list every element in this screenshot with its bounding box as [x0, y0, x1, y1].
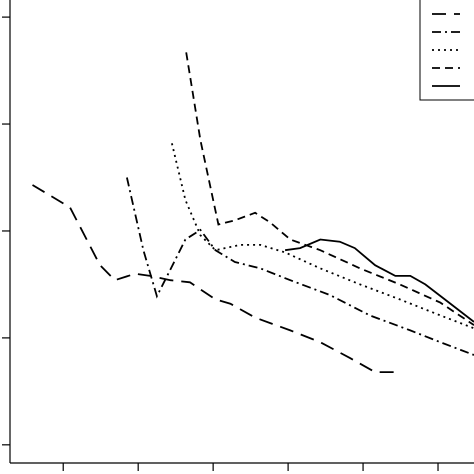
legend-box: [419, 0, 474, 101]
series-line: [185, 52, 474, 326]
series-line: [171, 143, 474, 330]
series-line: [284, 238, 474, 323]
legend: [419, 0, 474, 101]
series-line: [126, 177, 474, 356]
plot-area: [32, 52, 474, 373]
series-line: [32, 184, 400, 373]
